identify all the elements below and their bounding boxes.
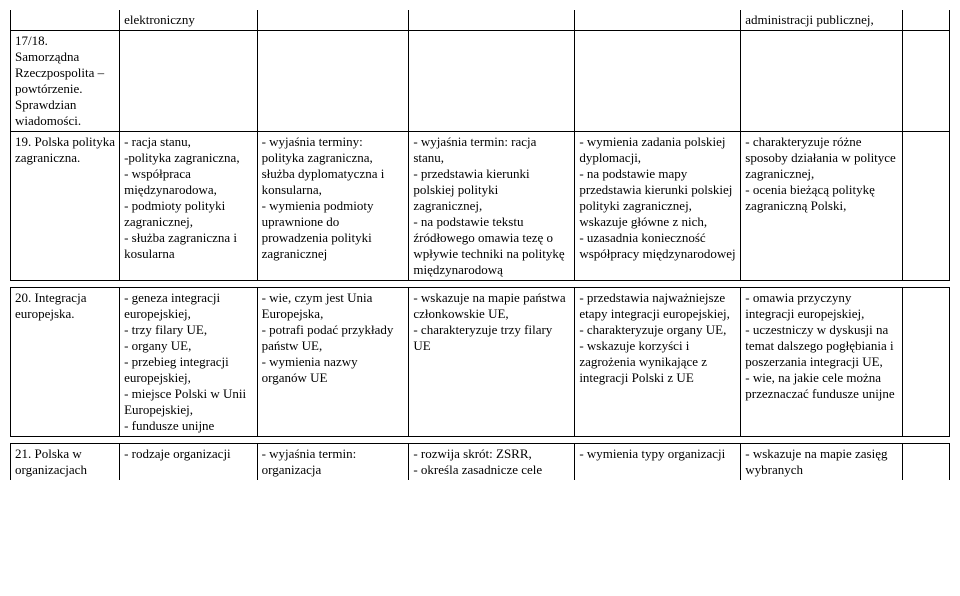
table-row: 19. Polska polityka zagraniczna.- racja … xyxy=(11,132,950,281)
table-cell: elektroniczny xyxy=(120,10,258,31)
table-cell xyxy=(902,10,949,31)
table-cell xyxy=(575,10,741,31)
table-cell: - wskazuje na mapie zasięg wybranych xyxy=(741,444,902,481)
table-cell: 20. Integracja europejska. xyxy=(11,288,120,437)
table-cell: - racja stanu, -polityka zagraniczna, - … xyxy=(120,132,258,281)
table-cell xyxy=(257,10,409,31)
table-cell: - wyjaśnia terminy: polityka zagraniczna… xyxy=(257,132,409,281)
table-cell: - wyjaśnia termin: organizacja xyxy=(257,444,409,481)
table-cell: - wyjaśnia termin: racja stanu, - przeds… xyxy=(409,132,575,281)
table-cell: 21. Polska w organizacjach xyxy=(11,444,120,481)
table-cell: - wskazuje na mapie państwa członkowskie… xyxy=(409,288,575,437)
table-cell: - charakteryzuje różne sposoby działania… xyxy=(741,132,902,281)
table-cell xyxy=(741,31,902,132)
curriculum-table: elektroniczny administracji publicznej, 17… xyxy=(10,10,950,480)
table-row: elektroniczny administracji publicznej, xyxy=(11,10,950,31)
table-cell xyxy=(409,31,575,132)
table-row: 17/18. Samorządna Rzeczpospolita – powtó… xyxy=(11,31,950,132)
table-cell: - wymienia zadania polskiej dyplomacji, … xyxy=(575,132,741,281)
table-cell xyxy=(257,31,409,132)
table-cell xyxy=(902,444,949,481)
table-row: 20. Integracja europejska.- geneza integ… xyxy=(11,288,950,437)
table-cell: administracji publicznej, xyxy=(741,10,902,31)
table-row: 21. Polska w organizacjach- rodzaje orga… xyxy=(11,444,950,481)
table-cell xyxy=(11,10,120,31)
table-cell: - przedstawia najważniejsze etapy integr… xyxy=(575,288,741,437)
table-cell xyxy=(120,31,258,132)
table-cell xyxy=(902,288,949,437)
table-cell xyxy=(902,31,949,132)
table-cell: 17/18. Samorządna Rzeczpospolita – powtó… xyxy=(11,31,120,132)
table-cell: - rozwija skrót: ZSRR, - określa zasadni… xyxy=(409,444,575,481)
table-cell: - wymienia typy organizacji xyxy=(575,444,741,481)
table-cell: - omawia przyczyny integracji europejski… xyxy=(741,288,902,437)
table-cell: - geneza integracji europejskiej, - trzy… xyxy=(120,288,258,437)
table-cell xyxy=(575,31,741,132)
table-cell xyxy=(902,132,949,281)
table-cell: - rodzaje organizacji xyxy=(120,444,258,481)
table-cell: 19. Polska polityka zagraniczna. xyxy=(11,132,120,281)
table-cell: - wie, czym jest Unia Europejska, - potr… xyxy=(257,288,409,437)
table-cell xyxy=(409,10,575,31)
